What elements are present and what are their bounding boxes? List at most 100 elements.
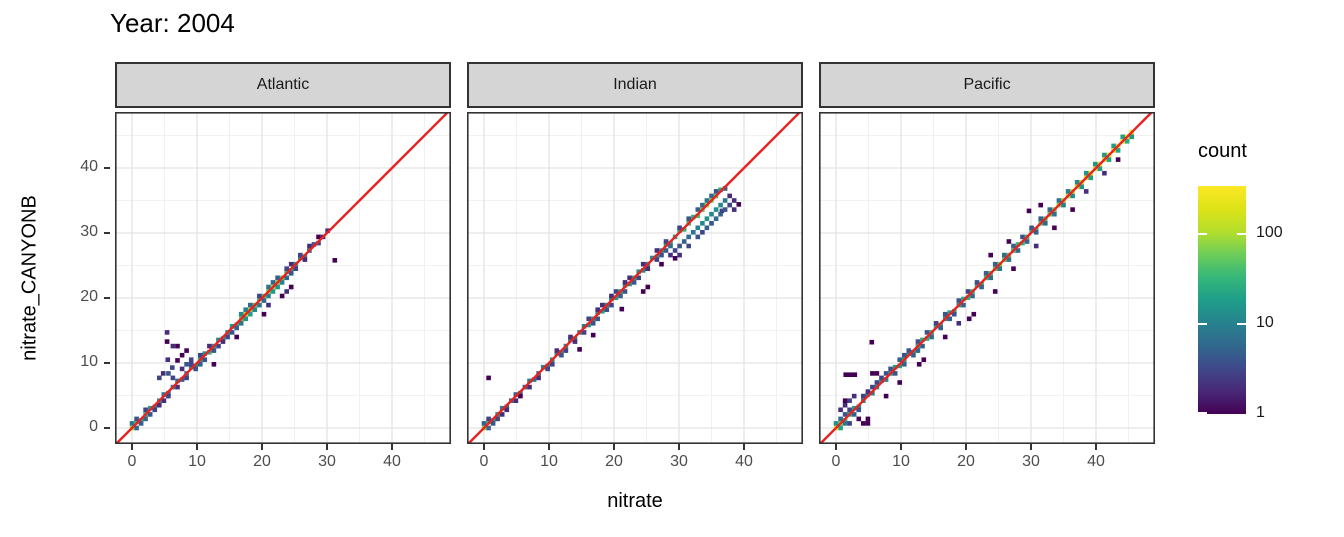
identity-line [467, 112, 802, 444]
bin-cell [663, 248, 669, 253]
bin-cell [838, 416, 843, 422]
bin-cell [184, 375, 189, 381]
bin-cell [518, 393, 523, 399]
x-tick-mark [196, 444, 198, 450]
facet-label-atlantic: Atlantic [256, 76, 310, 93]
bin-cell [216, 343, 221, 349]
bin-cell [681, 239, 687, 244]
bin-cell [1097, 166, 1103, 171]
bin-cell [207, 343, 212, 349]
bin-cell [704, 198, 710, 203]
bin-cell [851, 412, 857, 417]
bin-cell [952, 311, 957, 317]
bin-cell [188, 357, 194, 362]
bin-cell [225, 334, 230, 340]
bin-cell [668, 243, 673, 249]
bin-cell [713, 216, 719, 221]
bin-cell [718, 211, 723, 217]
bin-cell [1038, 216, 1043, 221]
bin-cell [947, 316, 952, 322]
bin-cell [164, 339, 170, 344]
bin-cell [902, 352, 907, 358]
bin-cell [672, 256, 678, 261]
bin-cell [851, 393, 857, 399]
bin-cell [1011, 243, 1016, 249]
bin-cell [947, 310, 952, 315]
bin-cell [495, 416, 500, 422]
bin-cell [1102, 170, 1107, 176]
bin-cell [1079, 184, 1084, 190]
bin-cell [143, 407, 148, 413]
bin-cell [659, 261, 664, 267]
bin-cell [293, 266, 299, 271]
bin-cell [1115, 148, 1121, 153]
bin-cell [243, 316, 248, 322]
bin-cell [686, 216, 691, 221]
bin-cell [161, 392, 167, 397]
bin-cell [971, 311, 977, 317]
y-tick-mark [104, 362, 110, 364]
x-tick-label: 40 [383, 453, 401, 470]
bin-cell [527, 384, 532, 390]
x-tick-label: 0 [127, 453, 137, 470]
bin-cell [847, 407, 852, 413]
bin-cell [157, 402, 162, 408]
y-tick-mark [104, 167, 110, 169]
bin-cell [211, 362, 217, 367]
bin-cell [865, 416, 871, 422]
bin-cell [842, 412, 848, 417]
bin-cell [179, 352, 185, 358]
x-tick-label: 20 [957, 453, 975, 470]
x-tick-mark [835, 444, 837, 450]
x-tick-mark [965, 444, 967, 450]
bin-cell [921, 357, 927, 362]
bin-cell [1106, 157, 1112, 162]
y-tick-label: 0 [89, 418, 98, 435]
bin-cell [143, 416, 148, 422]
bin-cell [1011, 266, 1016, 271]
bin-cell [184, 348, 189, 353]
bin-cell [920, 343, 925, 349]
bin-cell [906, 348, 912, 353]
panel-pacific [819, 112, 1155, 444]
bin-cell [220, 339, 226, 344]
bin-cell [974, 283, 980, 288]
bin-cell [170, 365, 175, 370]
bin-cell [486, 425, 491, 431]
bin-cell [640, 261, 646, 267]
bin-cell [504, 404, 510, 410]
bin-cell [709, 221, 714, 226]
bin-cell [261, 311, 267, 317]
bin-cell [595, 307, 600, 312]
bin-cell [1038, 202, 1043, 208]
bin-cell [1115, 157, 1121, 162]
bin-cell [924, 330, 930, 335]
bin-cell [942, 311, 948, 317]
bin-cell [248, 302, 253, 308]
bin-cell [175, 343, 180, 349]
bin-cell [847, 398, 852, 403]
legend-title: count [1198, 140, 1247, 162]
bin-cell [677, 225, 682, 231]
bin-cell [897, 380, 902, 385]
bin-cell [243, 307, 248, 312]
bin-cell [257, 302, 262, 308]
bin-cell [266, 293, 271, 299]
bin-cell [979, 284, 984, 290]
bin-cell [992, 289, 998, 294]
bin-cell [229, 330, 235, 335]
legend-tick-10 [1198, 323, 1207, 325]
bin-cell [166, 393, 171, 399]
panel-border [115, 112, 451, 444]
bin-cell [595, 310, 600, 315]
bin-cell [1061, 202, 1066, 208]
bin-cell [704, 216, 710, 221]
legend-tick-1 [1198, 412, 1207, 414]
bin-cell [134, 425, 139, 431]
bin-cell [216, 337, 221, 343]
y-tick-mark [104, 427, 110, 429]
bin-cell [1088, 175, 1094, 181]
bin-cell [179, 366, 185, 372]
bin-cell [325, 228, 330, 233]
